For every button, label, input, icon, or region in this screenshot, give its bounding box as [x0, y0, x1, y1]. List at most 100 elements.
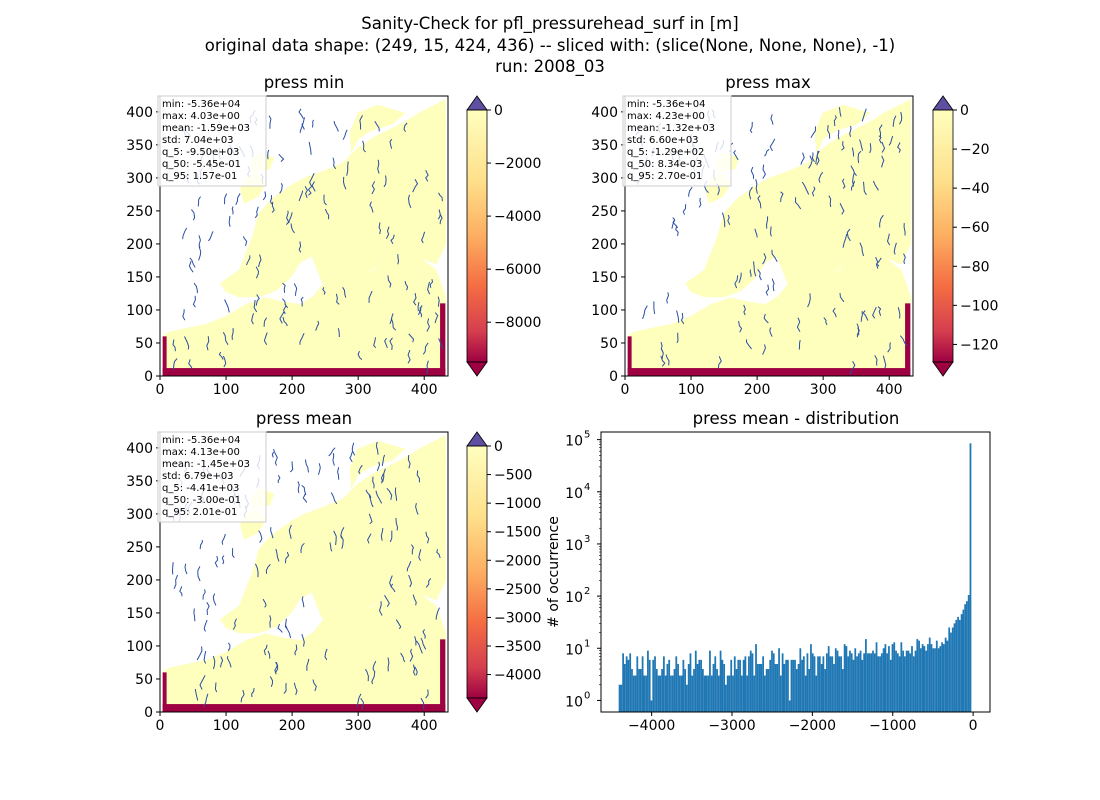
map-panel-press-max: 0 100 200 300 400 0 50 100 150 200 250 300 350 400	[591, 95, 914, 398]
x-tick-label: 400	[411, 382, 438, 398]
histogram-bar	[771, 650, 773, 712]
histogram-bar	[696, 663, 699, 712]
histogram-bar	[939, 646, 942, 712]
histogram-bar	[751, 653, 754, 712]
histogram-bar	[622, 653, 624, 712]
y-tick-label: 50	[135, 672, 153, 688]
figure-title-line-1: Sanity-Check for pfl_pressurehead_surf i…	[361, 14, 738, 34]
histogram-bar	[670, 675, 672, 712]
histogram-bar	[813, 656, 816, 712]
y-tick-label: 10	[565, 434, 583, 450]
colorbar-extend-under	[932, 361, 954, 377]
stat-line: q_95: 2.70e-01	[627, 171, 702, 182]
y-tick-exponent: 3	[584, 534, 590, 545]
histogram-bar	[845, 646, 848, 712]
histogram-bar	[726, 675, 729, 712]
histogram-bar	[967, 595, 970, 712]
y-tick-label: 10	[565, 590, 583, 606]
histogram-bar	[898, 656, 901, 712]
y-tick-label: 100	[126, 639, 153, 655]
histogram-bar	[838, 656, 841, 712]
histogram-bar	[888, 646, 890, 712]
histogram-bar	[783, 663, 786, 712]
histogram-bar	[877, 656, 880, 712]
histogram-bar	[834, 648, 837, 712]
histogram-bar	[958, 619, 961, 712]
histogram-bar	[941, 642, 943, 712]
histogram-bar	[966, 601, 968, 712]
x-tick-label: −1000	[869, 718, 916, 734]
axes-frame	[159, 95, 449, 377]
x-tick-label: 100	[213, 382, 240, 398]
histogram-bar	[944, 637, 947, 712]
histogram-bar	[691, 675, 694, 712]
colorbar-gradient	[467, 446, 487, 698]
histogram-bar	[792, 659, 795, 712]
colorbar-gradient	[467, 110, 487, 362]
y-tick-label: 400	[591, 105, 618, 121]
colorbar-tick-label: −500	[494, 468, 532, 484]
land-area	[349, 440, 406, 490]
colorbar-tick-label: 0	[494, 103, 503, 119]
y-tick-label: 0	[144, 369, 153, 385]
x-tick-label: 300	[810, 382, 837, 398]
colorbar-tick-label: −100	[960, 298, 998, 314]
histogram-bar	[889, 659, 892, 712]
axes-frame	[600, 431, 991, 713]
colorbar-frame	[466, 445, 488, 699]
histogram-bar	[666, 663, 669, 712]
histogram-bar	[817, 656, 819, 712]
y-tick-label: 150	[591, 270, 618, 286]
figure-title-line-3: run: 2008_03	[495, 57, 605, 77]
x-tick-label: 200	[279, 382, 306, 398]
y-tick-label: 250	[126, 204, 153, 220]
stat-line: q_50: -5.45e-01	[162, 159, 241, 170]
stat-line: q_50: -3.00e-01	[162, 495, 241, 506]
histogram-bar	[930, 644, 933, 712]
histogram-bar	[849, 650, 851, 712]
histogram-bar	[717, 675, 720, 712]
y-tick-label: 0	[609, 369, 618, 385]
colorbar-extend-under	[466, 697, 488, 713]
histogram-bar	[902, 650, 905, 712]
histogram-bar	[843, 644, 846, 712]
colorbar-extend-over	[466, 95, 488, 111]
histogram-bar	[872, 650, 874, 712]
y-tick-label: 50	[135, 336, 153, 352]
land-area	[162, 585, 446, 710]
histogram-bar	[687, 663, 690, 712]
histogram-bar	[686, 684, 688, 712]
y-tick-label: 200	[591, 237, 618, 253]
histogram-bar	[847, 656, 850, 712]
stat-line: mean: -1.32e+03	[627, 123, 715, 134]
x-tick-label: 200	[744, 382, 771, 398]
colorbar-tick-label: −2000	[494, 156, 541, 172]
y-tick-exponent: 1	[584, 638, 590, 649]
histogram-bar	[794, 659, 796, 712]
histogram-bar	[950, 632, 952, 712]
histogram-bar	[719, 650, 722, 712]
histogram-bar	[866, 653, 869, 712]
colorbar-tick-label: 0	[494, 439, 503, 455]
stat-line: q_5: -1.29e+02	[627, 147, 704, 158]
histogram-bar	[620, 684, 623, 712]
histogram-bar	[703, 675, 706, 712]
boundary-band-south	[162, 368, 446, 376]
histogram-bar	[723, 663, 726, 712]
histogram-bar	[643, 675, 646, 712]
histogram-bar	[671, 675, 674, 712]
histogram-bar	[893, 642, 896, 712]
histogram-bar	[964, 604, 967, 712]
stat-line: min: -5.36e+04	[627, 99, 706, 110]
land-area	[627, 249, 911, 374]
histogram-bar	[737, 659, 740, 712]
histogram-bar	[662, 656, 665, 712]
stat-line: max: 4.13e+00	[162, 447, 240, 458]
histogram-bar	[818, 656, 821, 712]
x-tick-label: −4000	[628, 718, 675, 734]
histogram-bar	[698, 659, 701, 712]
histogram-bar	[700, 659, 702, 712]
histogram-bar	[680, 675, 683, 712]
stat-line: min: -5.36e+04	[162, 435, 241, 446]
